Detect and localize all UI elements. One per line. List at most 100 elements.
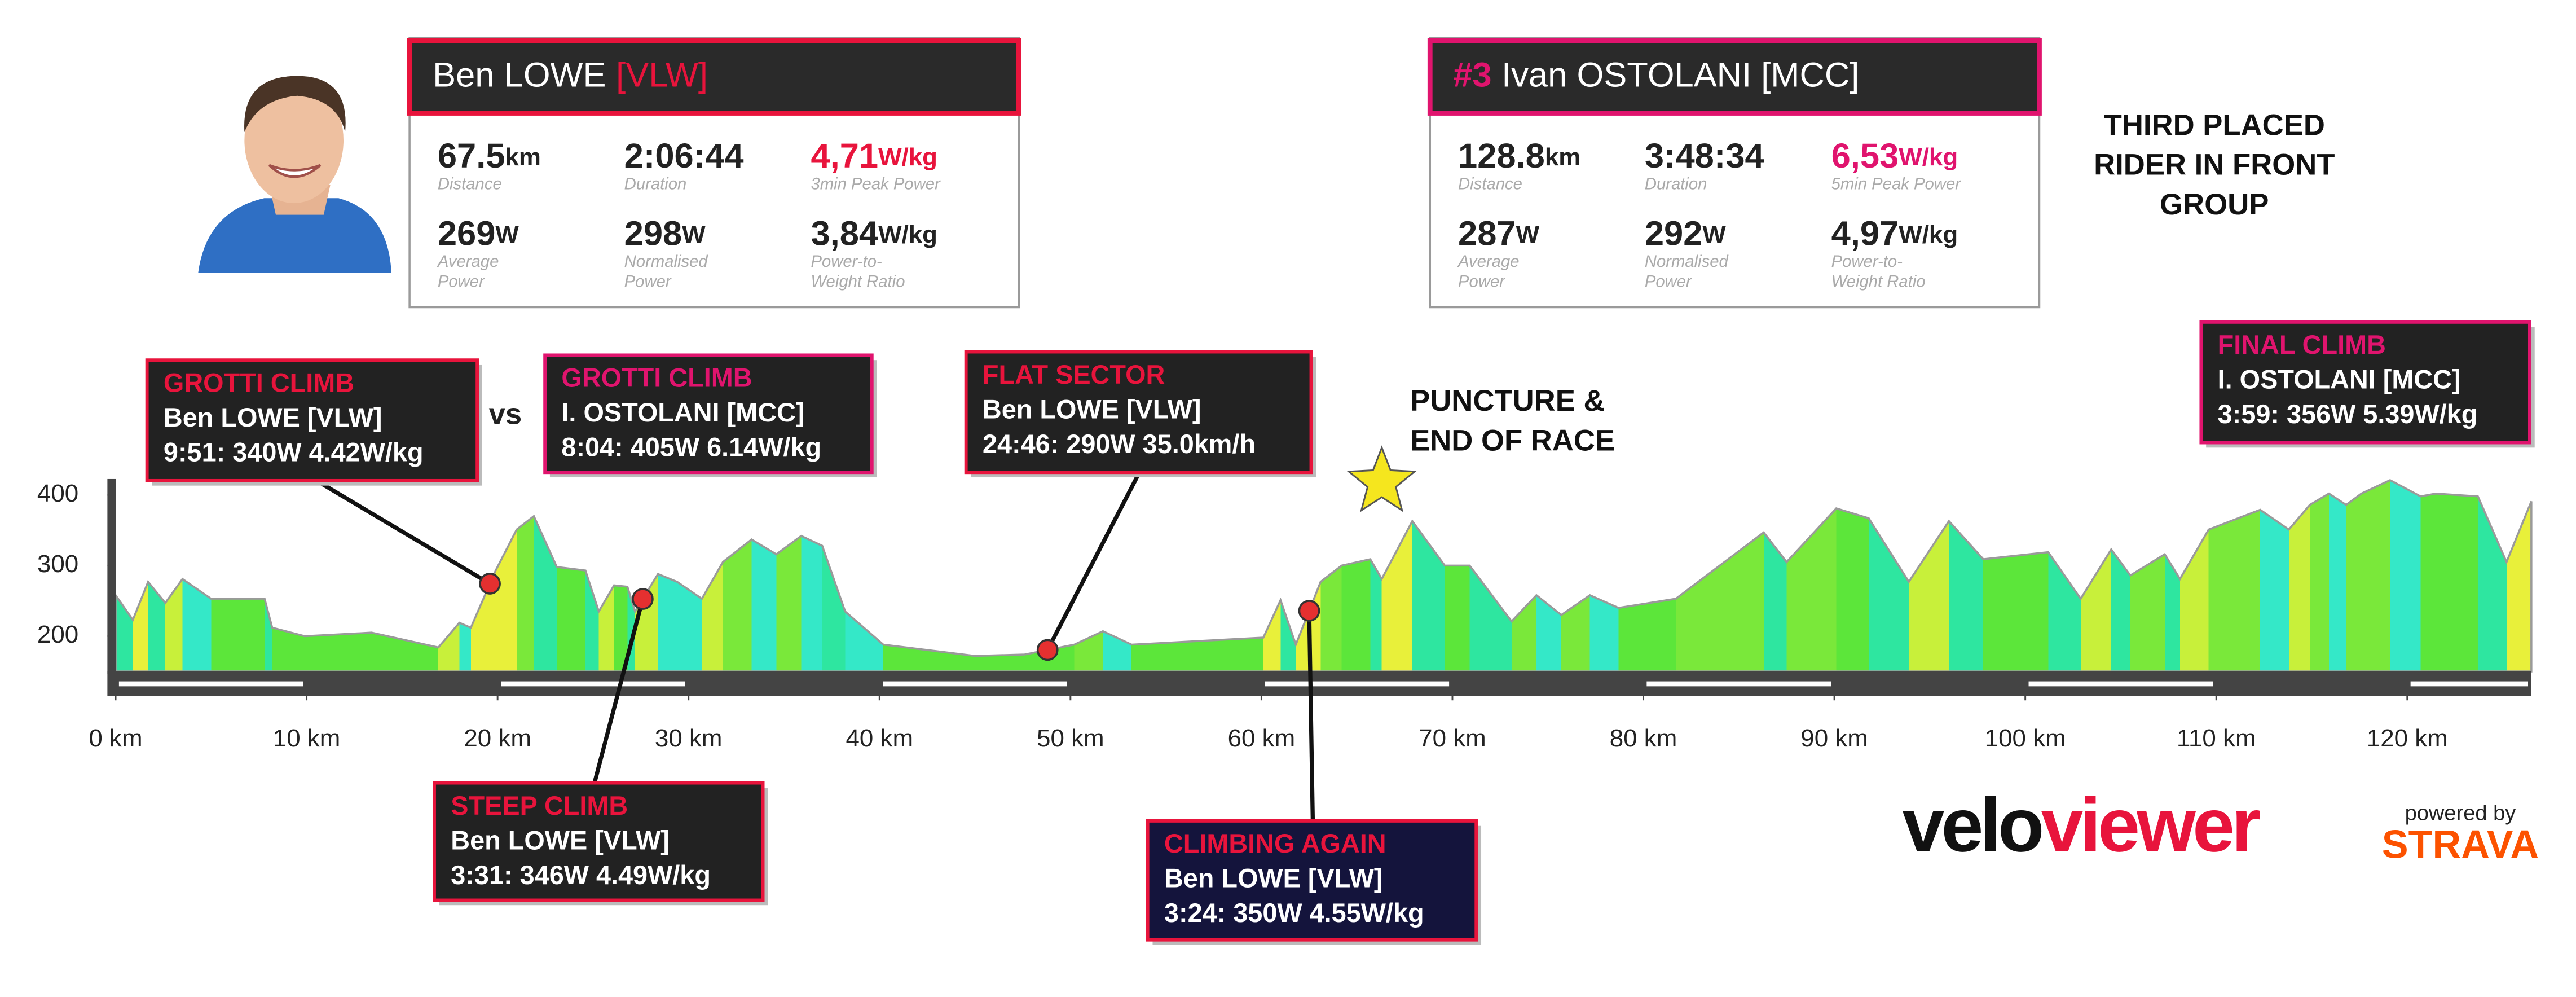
x-tick-label: 10 km (273, 724, 341, 752)
x-tick-label: 50 km (1037, 724, 1104, 752)
rider-name: #3 Ivan OSTOLANI [MCC] (1453, 56, 1859, 95)
card-header (1427, 38, 2042, 116)
annotation-box (543, 353, 874, 475)
stat-label: Weight Ratio (1831, 273, 1926, 291)
annotation-rider: Ben LOWE [VLW] (983, 394, 1201, 424)
annotation-rider: I. OSTOLANI [MCC] (2218, 365, 2461, 394)
stat-value: 269W (438, 214, 519, 253)
stat-number: 67.5 (438, 137, 505, 175)
stat-unit: W (1702, 221, 1726, 248)
leader-line (1307, 611, 1315, 821)
stat-label: Normalised (1645, 253, 1729, 271)
stat-value: 3,84W/kg (811, 214, 937, 253)
annotation-dot (479, 573, 501, 595)
stat-unit: W/kg (878, 221, 937, 248)
logo-viewer: viewer (2041, 782, 2261, 867)
annotation-title: FINAL CLIMB (2218, 330, 2386, 359)
note: RIDER IN FRONT (2094, 148, 2335, 182)
stat-label: Power (624, 273, 672, 291)
annotation-title: FLAT SECTOR (983, 360, 1165, 389)
rider-rank: #3 (1453, 56, 1491, 95)
elevation-area (115, 479, 2533, 673)
stat-label: Average (1457, 253, 1519, 271)
stat-number: 4,97 (1831, 214, 1899, 253)
stat-number: 4,71 (811, 137, 878, 175)
vs-label: vs (489, 398, 522, 431)
stat-label: Normalised (624, 253, 709, 271)
stat-number: 292 (1645, 214, 1703, 253)
stat-unit: W/kg (1899, 143, 1958, 171)
distance-stripe (1646, 681, 1831, 687)
stat-number: 6,53 (1831, 137, 1899, 175)
annotation-dot (632, 588, 654, 610)
y-tick-label: 200 (37, 621, 78, 648)
x-tick-label: 40 km (846, 724, 913, 752)
stat-unit: W (682, 221, 706, 248)
stat-unit: W (1516, 221, 1540, 248)
stat-label: Power (1645, 273, 1692, 291)
stat-label: Distance (438, 175, 502, 194)
annotation-stats: 24:46: 290W 35.0km/h (983, 429, 1256, 459)
annotation-box (964, 350, 1313, 475)
annotation-stats: 3:31: 346W 4.49W/kg (451, 860, 711, 890)
stat-value: 292W (1645, 214, 1727, 253)
stat-number: 2:06:44 (624, 137, 744, 175)
note: GROUP (2160, 188, 2269, 221)
stat-label: Duration (1645, 175, 1707, 194)
annotation-box (1146, 819, 1478, 942)
stat-number: 269 (438, 214, 496, 253)
annotation-dot (1298, 600, 1320, 622)
annotation-title: GROTTI CLIMB (561, 363, 752, 393)
annotation-stats: 8:04: 405W 6.14W/kg (561, 433, 821, 462)
annotation-box (2199, 320, 2531, 445)
stat-label: Average (437, 253, 499, 271)
y-axis (107, 478, 116, 674)
leader-line (592, 598, 645, 784)
stat-value: 3:48:34 (1645, 137, 1764, 175)
veloviewer-logo: veloviewer (1903, 782, 2261, 867)
stat-value: 298W (624, 214, 706, 253)
stat-value: 128.8km (1458, 137, 1580, 175)
annotation-title: CLIMBING AGAIN (1164, 829, 1386, 858)
stat-number: 287 (1458, 214, 1516, 253)
stat-unit: W (495, 221, 519, 248)
annotation-rider: Ben LOWE [VLW] (451, 825, 670, 855)
stat-value: 2:06:44 (624, 137, 744, 175)
stat-label: 3min Peak Power (811, 175, 941, 194)
stat-unit: km (1545, 143, 1580, 171)
stat-value: 4,71W/kg (811, 137, 937, 175)
stat-value: 287W (1458, 214, 1540, 253)
x-tick-label: 120 km (2367, 724, 2448, 752)
distance-stripe (501, 681, 685, 687)
distance-stripe (118, 681, 303, 687)
stat-number: 3,84 (811, 214, 878, 253)
rider-name-text: Ivan OSTOLANI [MCC] (1501, 56, 1859, 95)
stat-number: 3:48:34 (1645, 137, 1764, 175)
y-tick-label: 400 (37, 480, 78, 507)
x-tick-label: 90 km (1800, 724, 1868, 752)
rider-name: Ben LOWE [VLW] (433, 56, 708, 95)
stat-label: Power-to- (811, 253, 882, 271)
distance-stripe (883, 681, 1067, 687)
stat-label: Duration (624, 175, 687, 194)
puncture-label: PUNCTURE & (1410, 384, 1605, 418)
puncture-label: END OF RACE (1410, 424, 1615, 457)
stat-label: Weight Ratio (811, 273, 905, 291)
x-tick-label: 100 km (1985, 724, 2066, 752)
annotation-stats: 3:24: 350W 4.55W/kg (1164, 898, 1424, 928)
rider-name-text: Ben LOWE (433, 56, 606, 95)
stat-unit: km (505, 143, 541, 171)
stat-label: 5min Peak Power (1831, 175, 1962, 194)
logo-velo: velo (1903, 782, 2042, 867)
annotation-title: STEEP CLIMB (451, 791, 628, 820)
stat-number: 128.8 (1458, 137, 1545, 175)
x-tick-label: 20 km (464, 724, 531, 752)
card-header (407, 38, 1021, 116)
rider-photo (198, 76, 391, 273)
x-tick-label: 110 km (2177, 724, 2256, 752)
x-tick-label: 70 km (1419, 724, 1486, 752)
strava-logo: STRAVA (2382, 822, 2539, 866)
x-tick-label: 30 km (655, 724, 723, 752)
